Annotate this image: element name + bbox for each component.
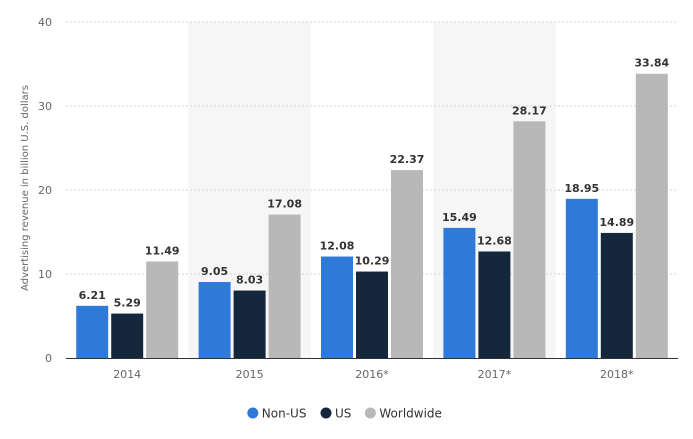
x-tick-label: 2015 <box>236 368 264 381</box>
data-label: 18.95 <box>564 182 599 195</box>
bar <box>146 261 179 358</box>
bar <box>635 73 668 358</box>
legend-label: US <box>335 407 351 421</box>
x-tick-label: 2017* <box>478 368 512 381</box>
bar <box>111 313 144 358</box>
y-axis-label: Advertising revenue in billion U.S. doll… <box>20 85 31 291</box>
x-axis-ticks: 2014 2015 2016* 2017* 2018* <box>113 368 634 381</box>
bar <box>233 290 266 358</box>
data-label: 12.08 <box>320 240 355 253</box>
y-tick-label: 30 <box>38 100 52 113</box>
data-label: 5.29 <box>114 297 141 310</box>
y-tick-label: 40 <box>38 16 52 29</box>
y-axis-ticks: 0 10 20 30 40 <box>38 16 52 365</box>
x-tick-label: 2018* <box>600 368 634 381</box>
bars <box>76 73 668 358</box>
data-label: 33.84 <box>634 57 669 70</box>
y-tick-label: 20 <box>38 184 52 197</box>
bar <box>391 170 423 358</box>
data-label: 14.89 <box>599 216 634 229</box>
y-tick-label: 0 <box>45 352 52 365</box>
bar <box>356 271 388 358</box>
bar <box>600 232 633 358</box>
bar <box>321 256 353 358</box>
data-label: 6.21 <box>79 289 106 302</box>
bar <box>513 121 546 358</box>
data-label: 28.17 <box>512 104 547 117</box>
data-label: 9.05 <box>201 265 228 278</box>
x-tick-label: 2016* <box>355 368 389 381</box>
data-label: 22.37 <box>390 153 425 166</box>
bar <box>443 227 476 358</box>
bar <box>76 305 109 358</box>
data-label: 10.29 <box>355 255 390 268</box>
data-label: 17.08 <box>267 198 302 211</box>
legend: Non-US US Worldwide <box>247 407 442 421</box>
bar <box>565 198 598 358</box>
legend-marker <box>320 407 332 419</box>
x-tick-label: 2014 <box>113 368 141 381</box>
legend-label: Non-US <box>262 407 307 421</box>
bar <box>268 214 301 358</box>
data-label: 8.03 <box>236 274 263 287</box>
data-label: 11.49 <box>145 244 180 257</box>
data-label: 15.49 <box>442 211 477 224</box>
legend-marker <box>247 407 259 419</box>
bar <box>198 281 231 358</box>
legend-label: Worldwide <box>379 407 442 421</box>
y-tick-label: 10 <box>38 268 52 281</box>
bar <box>478 251 511 358</box>
data-label: 12.68 <box>477 234 512 247</box>
legend-marker <box>364 407 376 419</box>
